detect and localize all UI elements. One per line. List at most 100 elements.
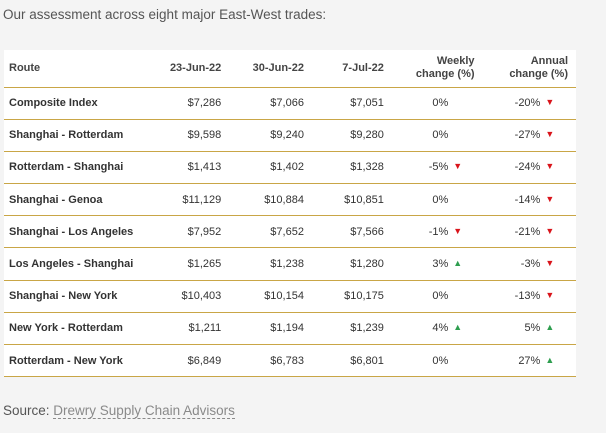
source-line: Source: Drewry Supply Chain Advisors	[3, 403, 235, 419]
intro-text: Our assessment across eight major East-W…	[3, 7, 327, 22]
weekly-change-wrap: -1% ▼	[412, 226, 462, 238]
rate-date-1: $1,265	[148, 247, 230, 281]
weekly-change-value: 0%	[432, 193, 449, 206]
weekly-change-value: 0%	[432, 97, 449, 110]
weekly-change-cell: 0%▼	[391, 183, 483, 217]
rate-date-3: $1,239	[311, 312, 392, 346]
rates-table-card: Route 23-Jun-22 30-Jun-22 7-Jul-22 Weekl…	[4, 50, 576, 378]
weekly-change-cell: -5% ▼	[391, 151, 483, 185]
annual-change-value: -3%	[520, 258, 541, 271]
rate-date-2: $1,238	[229, 247, 312, 281]
rate-date-3: $7,566	[311, 215, 392, 249]
table-header-row: Route 23-Jun-22 30-Jun-22 7-Jul-22 Weekl…	[4, 50, 576, 88]
rate-date-1: $1,211	[148, 312, 230, 346]
route-name: Shanghai - Los Angeles	[4, 215, 149, 249]
source-label: Source:	[3, 403, 50, 418]
table-row: Shanghai - Rotterdam $9,598 $9,240 $9,280 0%…	[4, 119, 576, 152]
weekly-change-wrap: 0%▼	[412, 129, 462, 141]
annual-change-wrap: -27% ▼	[504, 129, 555, 142]
triangle-down-icon: ▼	[545, 97, 555, 108]
annual-change-value: -27%	[514, 129, 541, 142]
route-name: New York - Rotterdam	[4, 312, 149, 346]
annual-change-wrap: -24% ▼	[504, 161, 555, 173]
rate-date-3: $1,280	[311, 247, 392, 281]
route-name: Shanghai - Genoa	[4, 183, 149, 217]
annual-change-cell: 5% ▲	[482, 312, 576, 346]
rate-date-2: $1,194	[229, 312, 312, 346]
weekly-change-wrap: 0%▼	[412, 194, 462, 206]
rate-date-1: $7,286	[148, 87, 230, 120]
rate-date-2: $10,884	[229, 183, 312, 217]
rate-date-3: $7,051	[311, 87, 392, 120]
annual-change-value: -14%	[514, 193, 541, 206]
table-row: Los Angeles - Shanghai $1,265 $1,238 $1,280…	[4, 247, 576, 281]
header-annual-line1: Annual	[530, 55, 568, 68]
header-route: Route	[4, 50, 149, 88]
annual-change-value: -13%	[514, 290, 541, 303]
annual-change-wrap: -20% ▼	[504, 97, 555, 110]
triangle-down-icon: ▼	[453, 161, 463, 172]
source-link[interactable]: Drewry Supply Chain Advisors	[53, 403, 235, 419]
triangle-up-icon: ▲	[545, 322, 555, 333]
triangle-up-icon: ▲	[545, 354, 555, 365]
rate-date-2: $7,652	[229, 215, 312, 249]
weekly-change-wrap: -5% ▼	[412, 161, 462, 173]
weekly-change-cell: 0%▼	[391, 119, 483, 152]
header-date-3: 7-Jul-22	[311, 50, 392, 88]
weekly-change-cell: 0%▼	[391, 280, 483, 313]
table-row: Shanghai - Los Angeles $7,952 $7,652 $7,566…	[4, 215, 576, 249]
annual-change-value: 5%	[524, 322, 541, 335]
rate-date-1: $10,403	[148, 280, 230, 313]
triangle-up-icon: ▲	[453, 258, 463, 269]
annual-change-cell: -21% ▼	[482, 215, 576, 249]
weekly-change-value: -1%	[428, 225, 449, 238]
rate-date-1: $1,413	[148, 151, 230, 185]
header-date-2: 30-Jun-22	[229, 50, 312, 88]
weekly-change-value: 4%	[432, 322, 449, 335]
weekly-change-wrap: 0%▼	[412, 355, 462, 367]
table-row: Rotterdam - Shanghai $1,413 $1,402 $1,328 -5…	[4, 151, 576, 185]
rate-date-1: $6,849	[148, 344, 230, 378]
rate-date-1: $7,952	[148, 215, 230, 249]
rate-date-3: $10,175	[311, 280, 392, 313]
annual-change-cell: 27% ▲	[482, 344, 576, 378]
annual-change-wrap: 5% ▲	[504, 322, 554, 334]
route-name: Shanghai - New York	[4, 280, 149, 313]
route-name: Rotterdam - Shanghai	[4, 151, 149, 185]
weekly-change-value: 0%	[432, 129, 449, 142]
triangle-down-icon: ▼	[545, 161, 555, 172]
table-row: Composite Index$7,286$7,066$7,0510%▼-20%…	[4, 87, 576, 120]
triangle-down-icon: ▼	[453, 225, 463, 236]
weekly-change-wrap: 0%▼	[412, 97, 462, 109]
triangle-down-icon: ▼	[545, 129, 555, 140]
table-row: Shanghai - Genoa$11,129$10,884$10,8510%▼…	[4, 183, 576, 217]
rate-date-3: $10,851	[311, 183, 392, 217]
header-weekly-change: Weekly change (%)	[391, 50, 483, 88]
weekly-change-cell: 3% ▲	[391, 247, 483, 281]
weekly-change-wrap: 4% ▲	[412, 322, 462, 334]
annual-change-value: -21%	[514, 225, 541, 238]
weekly-change-value: -5%	[428, 161, 449, 174]
weekly-change-value: 0%	[432, 354, 449, 367]
header-annual-line2: change (%)	[509, 68, 568, 81]
table-row: Shanghai - New York $10,403 $10,154 $10,175…	[4, 280, 576, 313]
rate-date-3: $9,280	[311, 119, 392, 152]
rate-date-2: $6,783	[229, 344, 312, 378]
route-name: Los Angeles - Shanghai	[4, 247, 149, 281]
header-weekly-line1: Weekly	[436, 55, 475, 68]
annual-change-cell: -3% ▼	[482, 247, 576, 281]
annual-change-wrap: -13% ▼	[504, 290, 555, 303]
weekly-change-cell: -1% ▼	[391, 215, 483, 249]
weekly-change-wrap: 0%▼	[412, 290, 462, 302]
weekly-change-wrap: 3% ▲	[412, 258, 462, 270]
triangle-down-icon: ▼	[545, 225, 555, 236]
route-name: Composite Index	[4, 87, 149, 120]
annual-change-cell: -14% ▼	[482, 183, 576, 217]
annual-change-cell: -13% ▼	[482, 280, 576, 313]
annual-change-cell: -27% ▼	[482, 119, 576, 152]
table-row: New York - Rotterdam $1,211 $1,194 $1,239 4%…	[4, 312, 576, 346]
annual-change-value: -20%	[514, 97, 541, 110]
rate-date-3: $6,801	[311, 344, 392, 378]
annual-change-wrap: -14% ▼	[504, 193, 555, 206]
weekly-change-cell: 0%▼	[391, 344, 483, 378]
